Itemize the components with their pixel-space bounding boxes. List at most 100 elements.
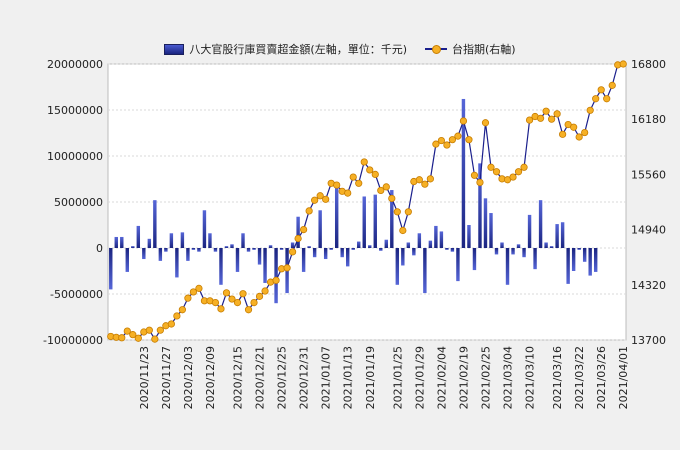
line-point: [250, 299, 258, 307]
bar: [279, 248, 284, 250]
line-point: [349, 173, 357, 181]
line-point: [393, 208, 401, 216]
line-point: [536, 114, 545, 122]
bar: [577, 248, 581, 250]
bar: [307, 246, 311, 248]
line-point: [465, 136, 473, 144]
x-tick-label: 2021/03/22: [573, 346, 586, 409]
line-point: [195, 284, 203, 292]
bar: [125, 248, 129, 272]
left-tick-label: 5000000: [54, 196, 103, 209]
bar: [136, 225, 141, 248]
x-tick-label: 2021/01/29: [413, 346, 426, 409]
bar: [301, 248, 306, 272]
line-point: [184, 294, 192, 302]
line-point: [123, 327, 131, 335]
bar: [131, 246, 135, 248]
bar: [390, 190, 394, 248]
bar: [153, 200, 157, 248]
bar: [395, 248, 400, 285]
line-point: [492, 168, 501, 176]
bar: [549, 246, 554, 248]
line-point: [134, 334, 142, 342]
bar: [158, 248, 163, 261]
bar: [582, 248, 587, 262]
bar: [494, 248, 499, 255]
bar: [516, 244, 521, 248]
line-point: [619, 60, 627, 68]
line-point: [570, 123, 578, 131]
bar: [483, 198, 488, 248]
line-point: [443, 141, 451, 149]
line-point: [525, 116, 534, 124]
bar: [323, 248, 328, 260]
line-point: [239, 290, 247, 298]
x-tick-label: 2021/02/19: [457, 346, 470, 409]
line-point: [487, 163, 495, 171]
line-point: [481, 119, 490, 127]
bar: [169, 233, 174, 248]
bar: [164, 248, 168, 252]
legend-line-label: 台指期(右軸): [452, 43, 516, 56]
line-point: [300, 226, 308, 234]
line-point: [178, 306, 186, 314]
bar: [202, 210, 207, 248]
bar: [257, 248, 262, 265]
bar-series: [109, 98, 598, 304]
bar: [208, 233, 212, 248]
bar: [544, 242, 548, 248]
line-point: [382, 183, 390, 191]
line-point: [333, 181, 341, 189]
bar: [571, 248, 576, 271]
x-tick-label: 2020/12/03: [182, 346, 195, 409]
line-point: [255, 292, 264, 300]
line-point: [608, 81, 616, 89]
line-point: [542, 107, 550, 115]
bar: [290, 242, 295, 248]
x-tick-label: 2020/11/27: [160, 346, 173, 409]
legend-item-line: 台指期(右軸): [425, 41, 516, 57]
x-tick-label: 2020/12/09: [204, 346, 217, 409]
line-point: [272, 276, 280, 284]
x-tick-label: 2020/12/15: [232, 346, 245, 409]
bar: [318, 210, 322, 248]
right-axis: 13700 14320 14940 15560 16180 16800: [631, 58, 666, 347]
bar: [450, 248, 455, 252]
bar: [511, 248, 515, 255]
bar: [246, 248, 251, 252]
bar: [417, 233, 422, 248]
bar: [445, 248, 449, 250]
bar: [527, 214, 532, 248]
bar: [120, 236, 124, 248]
x-tick-label: 2021/01/25: [391, 346, 404, 409]
line-point: [322, 195, 330, 203]
bar: [472, 248, 477, 271]
line-point: [189, 288, 198, 296]
line-point: [371, 170, 379, 178]
line-point: [244, 306, 253, 314]
bar: [197, 248, 201, 252]
bar: [434, 225, 438, 248]
bar: [268, 245, 273, 248]
legend-line-swatch: [425, 44, 447, 54]
x-tick-label: 2020/11/23: [138, 346, 151, 409]
line-point: [311, 196, 319, 204]
left-tick-label: 10000000: [47, 150, 103, 163]
line-point: [294, 234, 302, 243]
bar: [329, 248, 333, 250]
bar: [412, 248, 416, 256]
x-tick-label: 2021/03/26: [595, 346, 608, 409]
line-point: [415, 176, 423, 184]
bar: [505, 248, 510, 285]
bar: [312, 248, 317, 258]
right-tick-label: 16800: [631, 58, 666, 71]
bar: [147, 238, 152, 248]
x-tick-label: 2020/12/21: [254, 346, 267, 409]
bar: [566, 248, 570, 284]
x-tick-label: 2020/12/31: [298, 346, 311, 409]
line-point: [156, 326, 164, 334]
line-point: [228, 295, 236, 303]
bar: [230, 244, 234, 248]
line-point: [118, 334, 126, 342]
bar: [191, 248, 196, 250]
